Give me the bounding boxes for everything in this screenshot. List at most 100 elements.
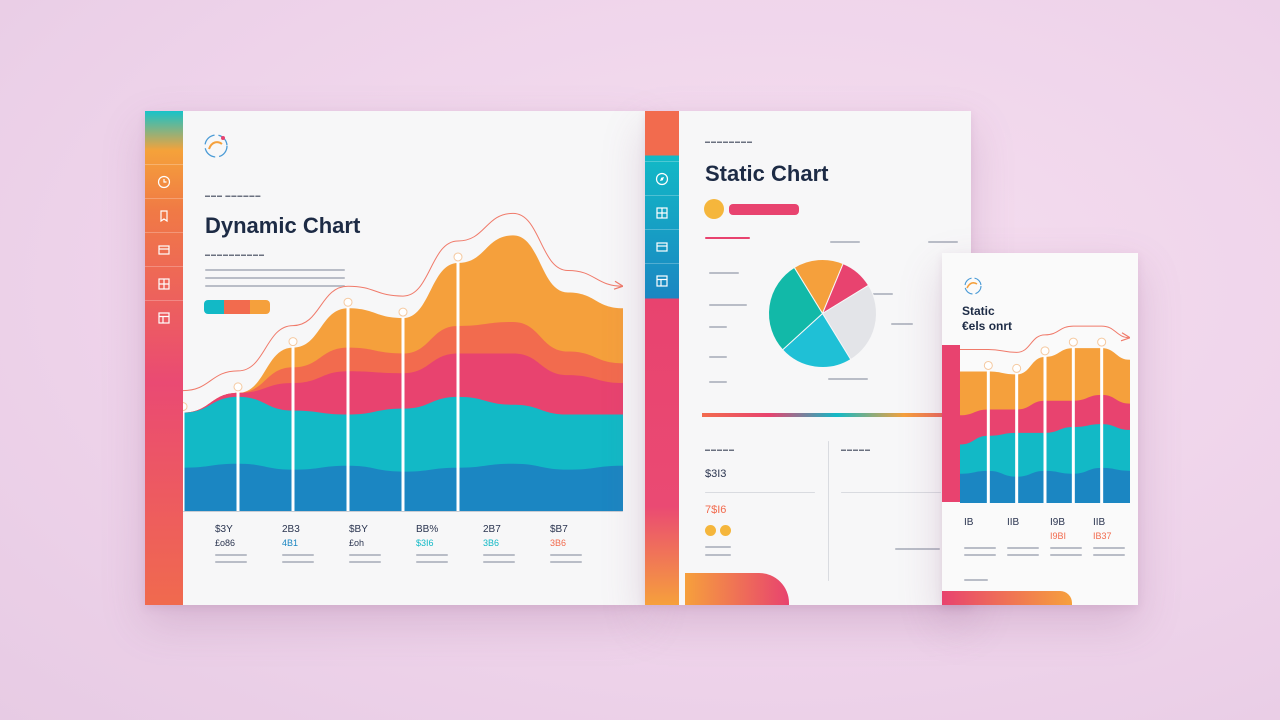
status-dot	[720, 525, 731, 536]
stat-caption-line	[215, 554, 247, 556]
dyn-stat-sub: 3B6	[483, 538, 500, 548]
panel-icon[interactable]	[145, 232, 183, 267]
dyn-stat-sub: £o86	[215, 538, 236, 548]
stat-caption-line	[416, 561, 448, 563]
value-marker-dot[interactable]	[1040, 346, 1050, 356]
mini-stat-sub: I9BI	[1050, 531, 1067, 541]
section-label: ▬▬▬▬▬	[841, 447, 871, 453]
static-legend-pill[interactable]	[729, 204, 799, 215]
note-line	[964, 579, 988, 581]
stat-caption-line	[1007, 547, 1039, 549]
stat-caption-line	[416, 554, 448, 556]
static-chart-card: ▬▬▬▬▬▬▬▬ Static Chart ▬▬▬▬▬ ▬▬▬▬▬ $3I3 7…	[645, 111, 971, 605]
stat-caption-line	[1093, 554, 1125, 556]
mini-title-line1: Static	[962, 304, 995, 318]
value-marker-dot[interactable]	[1097, 337, 1107, 347]
mini-title-line2: €els onrt	[962, 319, 1013, 333]
stat-caption-line	[964, 554, 996, 556]
note-line	[895, 548, 940, 550]
value-marker-dot[interactable]	[183, 402, 188, 412]
description-line	[205, 277, 345, 279]
stat-caption-line	[1050, 547, 1082, 549]
stat-caption-line	[349, 554, 381, 556]
value-marker-dot[interactable]	[453, 252, 463, 262]
bookmark-icon[interactable]	[145, 198, 183, 233]
value-marker-dot[interactable]	[233, 382, 243, 392]
note-line	[871, 293, 893, 295]
color-bar	[702, 413, 971, 417]
stat-caption-line	[282, 561, 314, 563]
mini-stat-value: IIB	[1007, 517, 1020, 528]
status-dot[interactable]	[704, 199, 724, 219]
stat-caption-line	[964, 547, 996, 549]
value-marker-dot[interactable]	[1068, 337, 1078, 347]
bottom-decoration	[942, 591, 1072, 605]
note-line	[705, 237, 750, 239]
grid-line	[841, 492, 941, 493]
dynamic-chart-card: ▬▬▬ ▬▬▬▬▬▬ Dynamic Chart ▬▬▬▬▬▬▬▬▬▬ $3Y £…	[145, 111, 645, 605]
mini-accent-bar	[942, 345, 960, 502]
stat-caption-line	[215, 561, 247, 563]
dyn-stat-value: BB%	[416, 524, 439, 535]
note-line	[928, 241, 958, 243]
stat-caption-line	[550, 554, 582, 556]
dyn-stat-sub: 3B6	[550, 538, 567, 548]
page-title: Dynamic Chart	[205, 213, 361, 238]
dyn-stat-value: $BY	[349, 524, 368, 535]
stat-caption-line	[1093, 547, 1125, 549]
grid-icon[interactable]	[145, 266, 183, 301]
mini-area-chart	[960, 325, 1130, 503]
static-stat-a: $3I3	[705, 468, 727, 480]
trend-arrow-icon	[613, 280, 623, 290]
dynamic-area-chart	[183, 212, 623, 511]
eyebrow-text: ▬▬▬ ▬▬▬▬▬▬	[205, 193, 262, 199]
value-marker-dot[interactable]	[983, 360, 993, 370]
dyn-stat-value: 2B7	[483, 524, 501, 535]
stat-caption-line	[483, 554, 515, 556]
grid-line	[705, 492, 815, 493]
trend-line	[183, 212, 623, 392]
value-marker-dot[interactable]	[1012, 363, 1022, 373]
description-line	[205, 285, 345, 287]
trend-line	[960, 325, 1130, 353]
pie-slice-4[interactable]	[768, 266, 824, 351]
stat-caption-line	[1007, 554, 1039, 556]
note-line	[830, 241, 860, 243]
stat-caption-line	[349, 561, 381, 563]
note-line	[709, 272, 739, 274]
stat-caption-line	[550, 561, 582, 563]
trend-arrow-icon	[1120, 332, 1130, 342]
note-line	[705, 554, 731, 556]
grid-icon[interactable]	[645, 195, 679, 230]
stat-caption-line	[483, 561, 515, 563]
note-line	[709, 326, 727, 328]
layout-icon[interactable]	[145, 300, 183, 335]
legend-pill[interactable]	[204, 300, 270, 314]
note-line	[709, 381, 727, 383]
mini-stat-value: IIB	[1093, 517, 1106, 528]
eyebrow-text: ▬▬▬▬▬▬▬▬	[705, 139, 753, 145]
clock-icon[interactable]	[145, 164, 183, 199]
pie-slice-0[interactable]	[793, 259, 844, 315]
chart-divider	[183, 511, 623, 512]
panel-icon[interactable]	[645, 229, 679, 264]
compass-icon[interactable]	[645, 161, 679, 196]
section-label: ▬▬▬▬▬	[705, 447, 735, 453]
value-marker-dot[interactable]	[398, 307, 408, 317]
value-marker-dot[interactable]	[288, 337, 298, 347]
note-line	[705, 546, 731, 548]
dyn-stat-sub: £oh	[349, 538, 365, 548]
pie-slice-3[interactable]	[781, 312, 852, 368]
mini-stat-value: I9B	[1050, 517, 1066, 528]
mini-stat-sub: IB37	[1093, 531, 1112, 541]
status-dot	[705, 525, 716, 536]
stat-caption-line	[282, 554, 314, 556]
layout-icon[interactable]	[645, 263, 679, 298]
description-line	[205, 269, 345, 271]
pie-slice-2[interactable]	[821, 284, 877, 361]
grid-line	[828, 441, 829, 581]
dyn-stat-value: $B7	[550, 524, 568, 535]
value-marker-dot[interactable]	[343, 297, 353, 307]
note-line	[828, 378, 868, 380]
logo-icon	[204, 134, 228, 158]
